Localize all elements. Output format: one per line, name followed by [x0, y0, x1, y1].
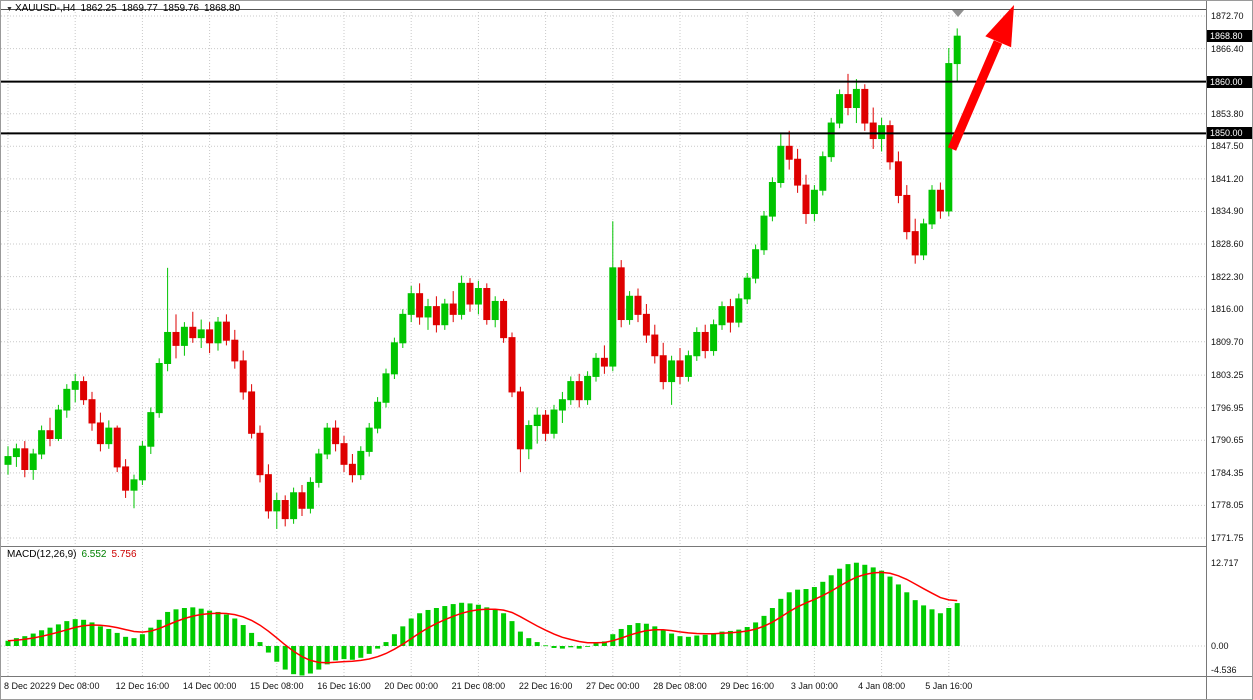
- time-axis-label: 9 Dec 08:00: [50, 681, 100, 691]
- time-axis-label: 21 Dec 08:00: [451, 681, 506, 691]
- time-axis-label: 20 Dec 00:00: [384, 681, 438, 691]
- time-axis-label: 3 Jan 00:00: [790, 681, 838, 691]
- ohlc-open-value: 1862.25: [80, 3, 117, 14]
- trend-arrow[interactable]: [947, 5, 1014, 151]
- level-price-tag-1860: 1860.00: [1207, 75, 1252, 88]
- price-axis-label: 1853.80: [1211, 108, 1244, 119]
- candlestick-series: [4, 28, 961, 529]
- macd-name-label: MACD(12,26,9): [7, 549, 77, 560]
- ohlc-close-value: 1868.80: [203, 3, 241, 14]
- symbol-timeframe-label: XAUUSD-,H4: [14, 3, 76, 14]
- price-axis[interactable]: 1872.70 1866.40 1853.80 1847.50 1841.20 1834.…: [1206, 1, 1252, 699]
- price-axis-label: 1816.00: [1211, 304, 1244, 315]
- price-axis-label: 1803.25: [1211, 370, 1244, 381]
- price-axis-label: 1866.40: [1211, 43, 1244, 54]
- ohlc-high-value: 1869.77: [121, 3, 158, 14]
- time-axis-label: 14 Dec 00:00: [182, 681, 237, 691]
- current-price-tag: 1868.80: [1207, 30, 1252, 43]
- time-axis-label: 4 Jan 08:00: [858, 681, 906, 691]
- macd-signal-value: 5.756: [111, 549, 137, 560]
- ohlc-low-value: 1859.76: [162, 3, 199, 14]
- time-axis-label: 27 Dec 00:00: [586, 681, 640, 691]
- price-axis-label: 1790.65: [1211, 435, 1244, 446]
- macd-axis-label: -4.536: [1211, 665, 1237, 675]
- time-axis-label: 15 Dec 08:00: [250, 681, 304, 691]
- time-axis-label: 12 Dec 16:00: [115, 681, 170, 691]
- price-axis-label: 1834.90: [1211, 206, 1244, 217]
- price-axis-label: 1809.70: [1211, 336, 1244, 347]
- macd-indicator-label: MACD(12,26,9) 6.552 5.756: [7, 549, 142, 560]
- time-axis-label: 8 Dec 2022: [4, 681, 51, 691]
- macd-signal-line: [7, 571, 958, 664]
- chart-header: ▼ XAUUSD-,H4 1862.25 1869.77 1859.76 1868.80: [6, 3, 245, 14]
- chart-shift-marker-icon[interactable]: [952, 10, 964, 17]
- price-axis-label: 1784.35: [1211, 467, 1244, 478]
- macd-main-value: 6.552: [81, 549, 107, 560]
- macd-axis-label: 0.00: [1211, 641, 1229, 651]
- price-axis-label: 1872.70: [1211, 11, 1244, 21]
- price-axis-label: 1841.20: [1211, 173, 1244, 184]
- price-axis-label: 1796.95: [1211, 402, 1244, 413]
- macd-histogram: [5, 562, 960, 676]
- price-axis-label: 1771.75: [1211, 533, 1244, 543]
- price-axis-label: 1828.60: [1211, 239, 1244, 250]
- level-price-tag-1850: 1850.00: [1207, 127, 1252, 140]
- time-axis[interactable]: 8 Dec 2022 9 Dec 08:00 12 Dec 16:00 14 Dec …: [1, 677, 1206, 699]
- macd-axis-label: 12.717: [1211, 557, 1239, 568]
- price-axis-label: 1822.30: [1211, 271, 1244, 282]
- time-axis-label: 29 Dec 16:00: [720, 681, 774, 691]
- price-axis-label: 1778.05: [1211, 500, 1244, 511]
- time-axis-label: 22 Dec 16:00: [518, 681, 573, 691]
- time-axis-label: 16 Dec 16:00: [317, 681, 371, 691]
- time-axis-label: 28 Dec 08:00: [653, 681, 707, 691]
- grid: [1, 9, 1206, 676]
- symbol-dropdown-icon[interactable]: ▼: [6, 6, 13, 13]
- price-axis-label: 1847.50: [1211, 141, 1244, 152]
- time-axis-label: 5 Jan 16:00: [925, 681, 973, 691]
